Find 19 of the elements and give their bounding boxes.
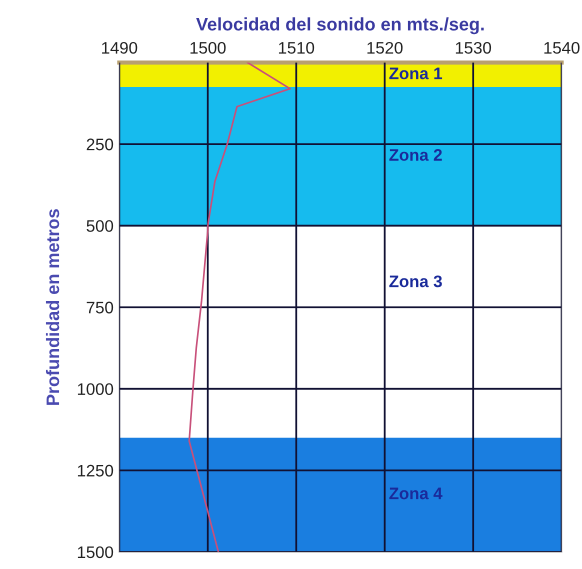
x-tick-label: 1500 <box>190 42 226 54</box>
y-tick-label: 500 <box>86 220 114 232</box>
y-tick-label: 250 <box>86 138 114 150</box>
y-tick-label: 1250 <box>78 464 114 477</box>
y-tick-label: 750 <box>86 302 114 314</box>
annotation: Zona 3 <box>389 275 442 288</box>
y-tick-label: 1500 <box>78 546 114 558</box>
x-axis-title: Velocidad del sonido en mts./seg. <box>196 17 484 34</box>
x-tick-label: 1530 <box>456 42 492 54</box>
x-tick-label: 1490 <box>102 42 138 54</box>
band-label: Zona 1 <box>389 68 442 80</box>
x-tick-label: 1540 <box>544 42 580 54</box>
x-tick-label: 1510 <box>278 42 314 54</box>
y-tick-label: 1000 <box>78 383 114 396</box>
band-label: Zona 4 <box>389 488 442 500</box>
x-tick-label: 1520 <box>367 42 403 54</box>
y-axis-title: Profundidad en metros <box>46 209 60 405</box>
line-series <box>188 62 291 552</box>
band-label: Zona 2 <box>389 149 442 161</box>
